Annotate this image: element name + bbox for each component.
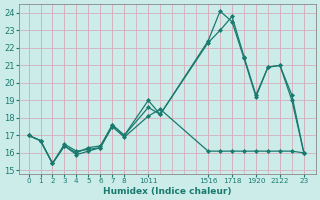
X-axis label: Humidex (Indice chaleur): Humidex (Indice chaleur): [103, 187, 232, 196]
